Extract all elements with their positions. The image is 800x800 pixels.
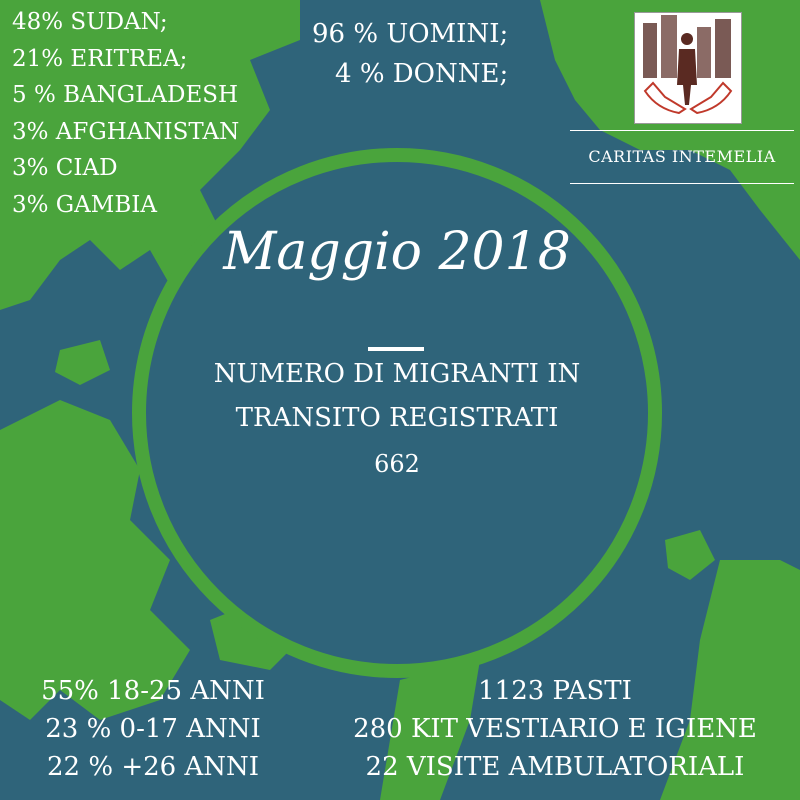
caritas-logo bbox=[634, 12, 742, 124]
gender-item: 4 % DONNE; bbox=[335, 59, 509, 89]
gender-item: 96 % UOMINI; bbox=[312, 19, 509, 49]
country-item: 3% GAMBIA bbox=[12, 191, 157, 218]
country-item: 48% SUDAN; bbox=[12, 9, 168, 35]
services-list: 1123 PASTI 280 KIT VESTIARIO E IGIENE 22… bbox=[310, 672, 800, 786]
organization-name: CARITAS INTEMELIA bbox=[588, 147, 776, 166]
month-title: Maggio 2018 bbox=[223, 222, 571, 282]
metric-value: 662 bbox=[374, 450, 420, 478]
country-item: 21% ERITREA; bbox=[12, 45, 188, 72]
country-list: 48% SUDAN; 21% ERITREA; 5 % BANGLADESH 3… bbox=[12, 4, 239, 223]
age-item: 55% 18-25 ANNI bbox=[41, 676, 265, 706]
title-divider bbox=[368, 347, 424, 351]
age-item: 23 % 0-17 ANNI bbox=[45, 714, 261, 744]
logo-caption: CARITAS INTEMELIA bbox=[570, 130, 794, 184]
land-south-america bbox=[660, 560, 800, 800]
service-item: 22 VISITE AMBULATORIALI bbox=[365, 752, 745, 782]
land-island-1 bbox=[55, 340, 110, 385]
age-item: 22 % +26 ANNI bbox=[47, 752, 259, 782]
country-item: 3% AFGHANISTAN bbox=[12, 118, 240, 145]
land-africa-tip bbox=[380, 660, 480, 800]
metric-label: NUMERO DI MIGRANTI IN TRANSITO REGISTRAT… bbox=[213, 359, 581, 433]
land-island-3 bbox=[665, 530, 715, 580]
age-breakdown: 55% 18-25 ANNI 23 % 0-17 ANNI 22 % +26 A… bbox=[18, 672, 288, 786]
service-item: 280 KIT VESTIARIO E IGIENE bbox=[353, 714, 757, 744]
country-item: 3% CIAD bbox=[12, 155, 118, 181]
land-europe bbox=[0, 0, 300, 310]
service-item: 1123 PASTI bbox=[478, 676, 632, 706]
hands-holding-person-city-icon bbox=[643, 15, 733, 115]
land-canada-islands bbox=[0, 400, 190, 720]
country-item: 5 % BANGLADESH bbox=[12, 82, 239, 108]
gender-breakdown: 96 % UOMINI; 4 % DONNE; bbox=[312, 14, 508, 94]
